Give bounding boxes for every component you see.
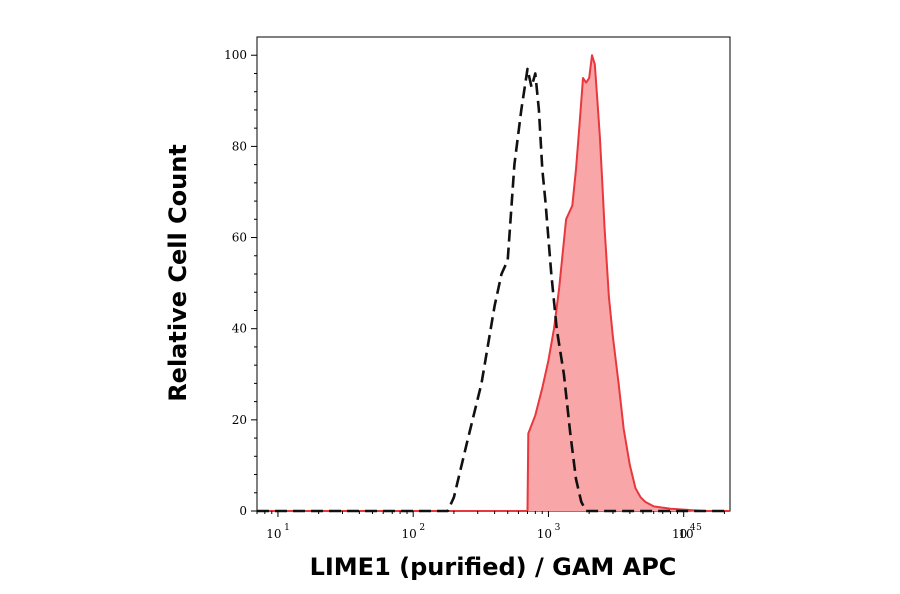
x-tick-label: 10 bbox=[672, 527, 687, 541]
y-tick-label: 80 bbox=[232, 139, 247, 153]
series-fill-area bbox=[257, 55, 730, 511]
plot-frame bbox=[256, 36, 731, 512]
x-tick-exponent: 3 bbox=[555, 523, 561, 533]
x-tick-label: 10 bbox=[266, 527, 281, 541]
x-axis-title: LIME1 (purified) / GAM APC bbox=[310, 553, 677, 581]
y-tick-label: 100 bbox=[224, 48, 247, 62]
y-tick-label: 60 bbox=[232, 231, 247, 245]
y-tick-label: 20 bbox=[232, 413, 247, 427]
x-tick-exponent: 1 bbox=[284, 523, 290, 533]
x-tick-exponent: 4 bbox=[690, 523, 696, 533]
y-tick-label: 0 bbox=[239, 504, 247, 518]
series-outline-line bbox=[257, 54, 730, 512]
x-tick-label: 10 bbox=[678, 527, 693, 541]
x-tick-exponent: 5 bbox=[696, 523, 702, 533]
y-tick-label: 40 bbox=[232, 322, 247, 336]
y-axis-title: Relative Cell Count bbox=[164, 144, 192, 402]
y-axis: 0 20 40 60 80 100 bbox=[224, 48, 257, 518]
series-dashed-line bbox=[257, 67, 730, 513]
series-layer bbox=[257, 54, 730, 513]
x-tick-label: 10 bbox=[537, 527, 552, 541]
x-tick-exponent: 2 bbox=[419, 523, 425, 533]
x-tick-label: 10 bbox=[402, 527, 417, 541]
